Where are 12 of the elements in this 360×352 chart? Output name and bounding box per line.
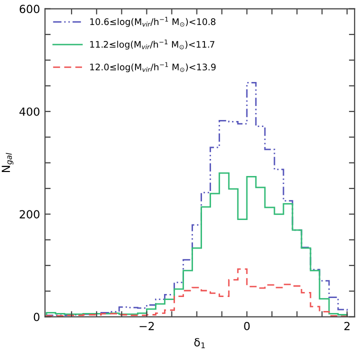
y-axis-title: N$_{gal}$: [2, 152, 14, 172]
x-tick-label: 0: [244, 322, 250, 330]
x-tick-label: 2: [344, 322, 350, 330]
y-tick-label: 600: [20, 4, 40, 14]
legend-label: 12.0≤log(M$_{vir}$/h$^{−1}$ M$_{⊙}$)<13.9: [90, 62, 216, 72]
y-tick-label: 400: [19, 107, 40, 116]
x-tick-label: −2: [140, 322, 154, 330]
legend-label: 10.6≤log(M$_{vir}$/h$^{−1}$ M$_{⊙}$)<10.8: [90, 16, 216, 27]
x-axis-title: δ$_{1}$: [194, 338, 205, 348]
legend-label: 11.2≤log(M$_{vir}$/h$^{−1}$ M$_{⊙}$)<11.7: [90, 40, 214, 50]
y-tick-label: 200: [20, 210, 40, 219]
y-tick-label: 0: [34, 312, 40, 322]
